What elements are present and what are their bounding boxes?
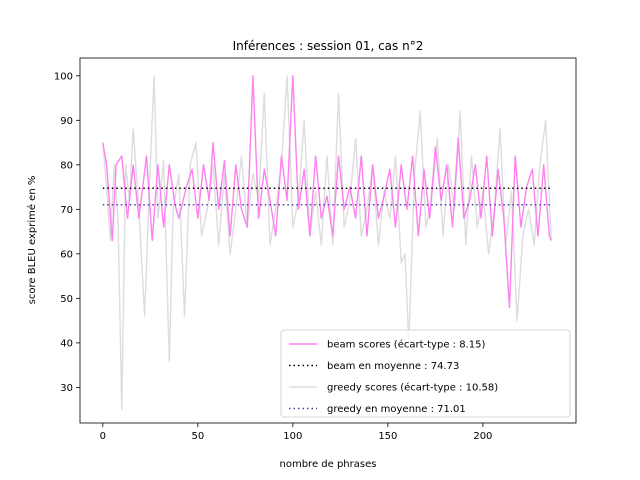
y-tick-label: 70 bbox=[60, 205, 73, 216]
x-axis-label: nombre de phrases bbox=[280, 459, 377, 470]
x-tick-label: 50 bbox=[191, 431, 204, 442]
y-tick-label: 30 bbox=[60, 383, 73, 394]
plot-frame bbox=[79, 57, 577, 424]
series-line-0 bbox=[102, 75, 552, 308]
y-axis-ticks: 30 40 50 60 70 80 90 100 bbox=[54, 71, 80, 394]
x-tick-label: 200 bbox=[473, 431, 492, 442]
x-tick-label: 150 bbox=[378, 431, 397, 442]
y-tick-label: 80 bbox=[60, 160, 73, 171]
y-axis-label: score BLEU exprimé en % bbox=[26, 176, 38, 305]
y-tick-label: 50 bbox=[60, 294, 73, 305]
y-tick-label: 100 bbox=[54, 71, 73, 82]
x-tick-label: 0 bbox=[100, 431, 106, 442]
legend-box bbox=[280, 329, 571, 418]
legend-label: beam en moyenne : 74.73 bbox=[327, 361, 459, 372]
x-tick-label: 100 bbox=[283, 431, 302, 442]
chart-title: Inférences : session 01, cas n°2 bbox=[233, 39, 424, 53]
legend-label: beam scores (écart-type : 8.15) bbox=[327, 339, 485, 351]
series-layer bbox=[102, 75, 552, 411]
x-axis-ticks: 0 50 100 150 200 bbox=[100, 423, 492, 442]
series-line-2 bbox=[102, 75, 552, 411]
y-tick-label: 90 bbox=[60, 116, 73, 127]
legend: beam scores (écart-type : 8.15) beam en m… bbox=[280, 329, 571, 418]
y-tick-label: 60 bbox=[60, 249, 73, 260]
legend-label: greedy en moyenne : 71.01 bbox=[327, 404, 466, 415]
legend-label: greedy scores (écart-type : 10.58) bbox=[327, 382, 498, 394]
y-tick-label: 40 bbox=[60, 338, 73, 349]
